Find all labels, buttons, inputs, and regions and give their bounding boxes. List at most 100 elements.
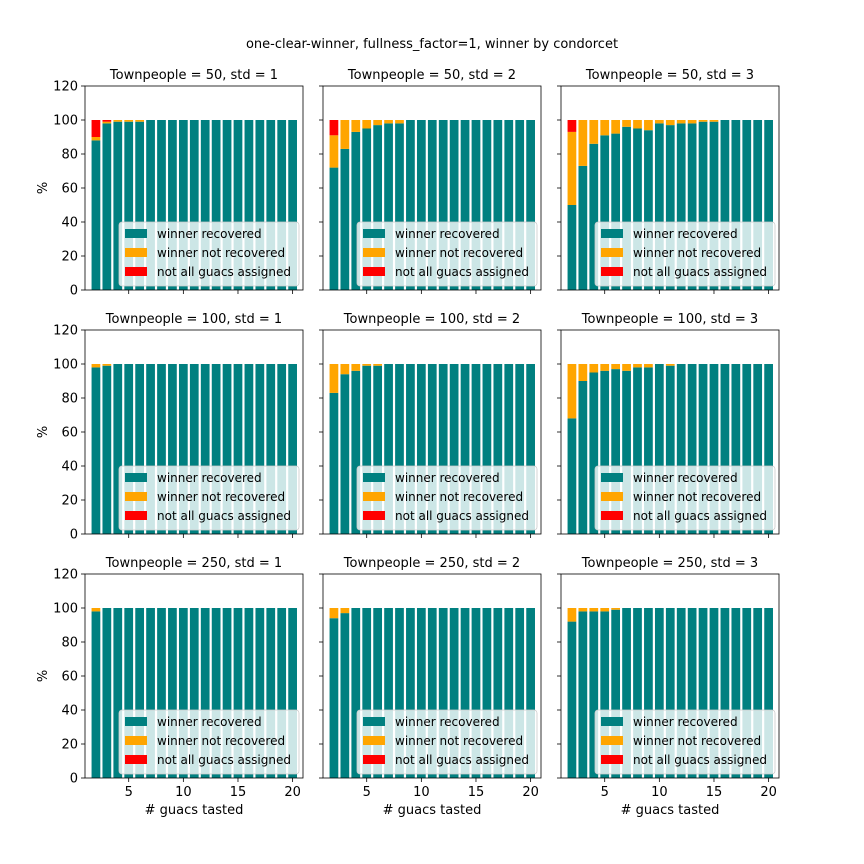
bar-winner-recovered-x4 (113, 608, 123, 778)
y-tick-label: 100 (53, 358, 78, 373)
bar-winner-recovered-x10 (654, 608, 664, 778)
bar-winner-recovered-x15 (471, 120, 481, 290)
bar-winner-recovered-x12 (676, 123, 686, 291)
bar-winner-recovered-x11 (665, 608, 675, 778)
bar-winner-recovered-x12 (200, 120, 210, 290)
bar-winner-recovered-x10 (654, 123, 664, 291)
bar-winner-not-recovered-x11 (665, 364, 675, 366)
bar-winner-recovered-x15 (471, 608, 481, 778)
y-tick-label: 80 (61, 392, 78, 407)
bar-winner-recovered-x5 (124, 364, 134, 534)
bar-winner-not-recovered-x3 (340, 608, 350, 614)
bar-winner-recovered-x4 (351, 131, 361, 290)
x-tick-label: 10 (175, 785, 192, 800)
bar-winner-recovered-x15 (709, 121, 719, 290)
legend-box (356, 709, 538, 775)
bar-winner-recovered-x8 (395, 364, 404, 534)
y-tick-label: 0 (70, 528, 78, 543)
legend-label: winner recovered (633, 715, 738, 729)
bar-winner-not-recovered-x2 (329, 608, 339, 619)
legend: winner recovered winner not recovered not … (118, 465, 300, 531)
bar-winner-not-recovered-x3 (578, 120, 588, 166)
bar-winner-not-recovered-x6 (611, 364, 621, 370)
bar-winner-recovered-x16 (482, 120, 492, 290)
bar-winner-recovered-x6 (611, 609, 621, 778)
y-tick-label: 20 (61, 738, 78, 753)
bar-winner-not-recovered-x4 (113, 120, 123, 122)
bar-winner-recovered-x15 (471, 364, 481, 534)
bar-winner-recovered-x10 (416, 364, 426, 534)
legend-swatch (601, 248, 623, 257)
legend: winner recovered winner not recovered not … (356, 465, 538, 531)
bar-winner-recovered-x12 (438, 364, 448, 534)
x-tick-label: 15 (230, 785, 247, 800)
bar-winner-recovered-x15 (233, 120, 243, 290)
y-axis-label: % (36, 670, 51, 682)
bar-winner-recovered-x2 (329, 167, 339, 290)
bar-winner-not-recovered-x8 (633, 120, 642, 129)
bar-winner-not-recovered-x9 (644, 364, 653, 368)
bar-winner-not-recovered-x6 (373, 364, 383, 366)
bar-winner-recovered-x7 (384, 364, 393, 534)
subplot-7: 0 20 40 60 80 100 120 5 10 15 20 Townpeople = 250, … (36, 556, 304, 818)
bar-winner-recovered-x8 (157, 608, 166, 778)
bar-winner-recovered-x19 (515, 364, 525, 534)
subplot-title: Townpeople = 100, std = 2 (343, 312, 520, 327)
bar-winner-recovered-x2 (567, 621, 577, 778)
y-tick-label: 100 (53, 602, 78, 617)
bar-winner-recovered-x3 (340, 613, 350, 778)
bar-winner-recovered-x8 (633, 367, 642, 534)
bar-winner-recovered-x11 (665, 125, 675, 290)
bar-winner-recovered-x11 (427, 608, 437, 778)
bar-winner-recovered-x18 (266, 608, 276, 778)
bar-winner-recovered-x3 (102, 123, 112, 291)
bar-winner-recovered-x17 (255, 608, 265, 778)
bar-winner-recovered-x2 (91, 611, 101, 778)
legend-label: winner recovered (157, 715, 262, 729)
bar-winner-not-recovered-x7 (384, 120, 393, 124)
subplot-2: Townpeople = 50, std = 2 winner recovered… (319, 68, 542, 294)
bar-winner-recovered-x5 (600, 611, 610, 778)
bar-winner-recovered-x20 (288, 608, 297, 778)
legend-label: not all guacs assigned (157, 509, 291, 523)
legend-swatch (125, 755, 147, 764)
bar-winner-recovered-x6 (135, 608, 145, 778)
bar-winner-recovered-x18 (504, 608, 514, 778)
bar-winner-not-recovered-x5 (362, 364, 372, 366)
y-tick-label: 120 (53, 324, 78, 339)
bar-winner-recovered-x12 (676, 364, 686, 534)
bar-winner-recovered-x11 (189, 364, 199, 534)
legend-swatch (601, 717, 623, 726)
y-tick-label: 20 (61, 250, 78, 265)
legend-swatch (125, 717, 147, 726)
legend-label: winner not recovered (157, 246, 285, 260)
legend-box (356, 465, 538, 531)
bar-winner-recovered-x10 (416, 120, 426, 290)
y-tick-label: 100 (53, 114, 78, 129)
legend-label: winner not recovered (157, 490, 285, 504)
bar-winner-recovered-x13 (211, 120, 221, 290)
bar-winner-not-recovered-x9 (644, 120, 653, 131)
legend-swatch (363, 717, 385, 726)
bar-winner-recovered-x6 (373, 365, 383, 534)
bar-winner-recovered-x16 (720, 120, 730, 290)
bar-winner-recovered-x4 (351, 370, 361, 534)
y-tick-label: 80 (61, 148, 78, 163)
bar-winner-recovered-x18 (504, 364, 514, 534)
legend-label: winner not recovered (157, 734, 285, 748)
legend: winner recovered winner not recovered not … (594, 465, 776, 531)
bar-winner-recovered-x17 (731, 364, 741, 534)
x-tick-label: 20 (284, 785, 301, 800)
bar-winner-recovered-x6 (373, 125, 383, 290)
bar-winner-not-recovered-x8 (395, 120, 404, 124)
bar-winner-not-recovered-x4 (351, 364, 361, 371)
bar-winner-recovered-x19 (753, 364, 763, 534)
subplot-9: 5 10 15 20 Townpeople = 250, std = 3 # guacs … (557, 556, 780, 818)
bar-winner-recovered-x5 (124, 608, 134, 778)
bar-winner-recovered-x2 (567, 418, 577, 534)
bar-winner-recovered-x19 (753, 608, 763, 778)
bar-winner-recovered-x20 (526, 120, 535, 290)
legend-swatch (601, 511, 623, 520)
bar-winner-not-recovered-x3 (578, 608, 588, 612)
legend-swatch (125, 511, 147, 520)
